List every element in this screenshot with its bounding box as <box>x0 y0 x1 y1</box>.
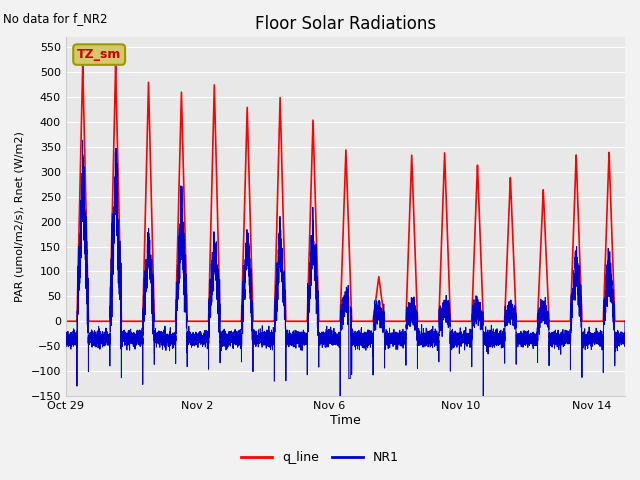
q_line <box>312 218 320 224</box>
NR1 <box>621 344 628 349</box>
NR1 <box>79 137 86 143</box>
q_line <box>69 318 77 324</box>
q_line <box>405 236 413 242</box>
q_line <box>112 62 120 68</box>
q_line <box>185 318 193 324</box>
Text: No data for f_NR2: No data for f_NR2 <box>3 12 108 25</box>
NR1 <box>621 318 629 324</box>
NR1 <box>312 277 320 283</box>
q_line <box>511 299 519 304</box>
NR1 <box>511 304 519 310</box>
q_line <box>62 318 70 324</box>
Legend: q_line, NR1: q_line, NR1 <box>236 446 404 469</box>
q_line <box>621 318 629 324</box>
Y-axis label: PAR (umol/m2/s), Rnet (W/m2): PAR (umol/m2/s), Rnet (W/m2) <box>15 131 25 302</box>
NR1 <box>479 399 487 405</box>
NR1 <box>185 334 193 339</box>
X-axis label: Time: Time <box>330 414 361 427</box>
NR1 <box>69 337 77 343</box>
NR1 <box>62 334 70 339</box>
Text: TZ_sm: TZ_sm <box>77 48 122 61</box>
Line: q_line: q_line <box>66 65 625 321</box>
q_line <box>621 318 628 324</box>
Title: Floor Solar Radiations: Floor Solar Radiations <box>255 15 436 33</box>
Line: NR1: NR1 <box>66 140 625 402</box>
NR1 <box>405 300 413 305</box>
